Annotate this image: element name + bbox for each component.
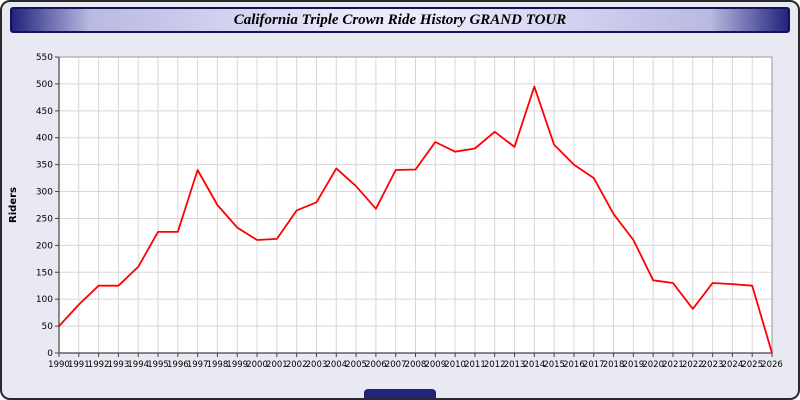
x-tick-label: 2024	[722, 360, 744, 370]
x-tick-label: 2012	[484, 360, 506, 370]
x-tick-label: 2014	[524, 360, 546, 370]
y-tick-label: 550	[36, 53, 53, 63]
x-tick-label: 1995	[147, 360, 169, 370]
y-axis-label: Riders	[8, 187, 19, 223]
x-tick-label: 2004	[325, 360, 347, 370]
x-tick-label: 2015	[543, 360, 565, 370]
x-tick-label: 2000	[246, 360, 268, 370]
y-tick-label: 0	[47, 349, 53, 359]
x-tick-label: 2007	[385, 360, 407, 370]
x-tick-label: 2023	[702, 360, 724, 370]
x-tick-label: 1990	[48, 360, 70, 370]
x-tick-label: 1996	[167, 360, 189, 370]
y-tick-label: 300	[36, 188, 53, 198]
x-tick-label: 2021	[662, 360, 684, 370]
x-tick-label: 2002	[286, 360, 308, 370]
y-tick-label: 150	[36, 268, 53, 278]
bottom-grip	[364, 389, 436, 398]
y-tick-label: 500	[36, 80, 53, 90]
x-tick-label: 2016	[563, 360, 585, 370]
x-tick-label: 2011	[464, 360, 486, 370]
y-tick-label: 100	[36, 295, 53, 305]
x-tick-label: 2013	[504, 360, 526, 370]
x-tick-label: 2005	[345, 360, 367, 370]
data-line-riders	[58, 85, 773, 354]
x-tick-label: 1999	[226, 360, 248, 370]
x-tick-label: 1997	[187, 360, 209, 370]
y-tick-label: 50	[42, 322, 54, 332]
x-tick-label: 2018	[603, 360, 625, 370]
line-chart: 0501001502002503003504004505005501990199…	[8, 53, 783, 370]
x-tick-label: 2010	[444, 360, 466, 370]
x-tick-label: 1998	[207, 360, 229, 370]
y-tick-label: 400	[36, 134, 53, 144]
x-tick-label: 1991	[68, 360, 90, 370]
x-tick-label: 2003	[306, 360, 328, 370]
y-tick-label: 450	[36, 107, 53, 117]
x-tick-label: 1992	[88, 360, 110, 370]
x-tick-label: 2019	[623, 360, 645, 370]
x-tick-label: 2025	[741, 360, 763, 370]
x-tick-label: 1994	[127, 360, 149, 370]
title-bar: California Triple Crown Ride History GRA…	[10, 7, 790, 33]
y-tick-label: 200	[36, 241, 53, 251]
chart-area: 0 50 100 150 200 250 300 350 400 450 500 550 1990 199…	[2, 35, 798, 387]
x-tick-label: 2009	[424, 360, 446, 370]
x-tick-label: 2022	[682, 360, 704, 370]
y-tick-label: 350	[36, 161, 53, 171]
x-tick-label: 2017	[583, 360, 605, 370]
x-tick-label: 2008	[405, 360, 427, 370]
x-tick-label: 2001	[266, 360, 288, 370]
x-tick-label: 1993	[108, 360, 130, 370]
x-tick-label: 2020	[642, 360, 664, 370]
x-tick-label: 2026	[761, 360, 783, 370]
y-tick-label: 250	[36, 214, 53, 224]
x-tick-label: 2006	[365, 360, 387, 370]
chart-title: California Triple Crown Ride History GRA…	[233, 11, 567, 28]
